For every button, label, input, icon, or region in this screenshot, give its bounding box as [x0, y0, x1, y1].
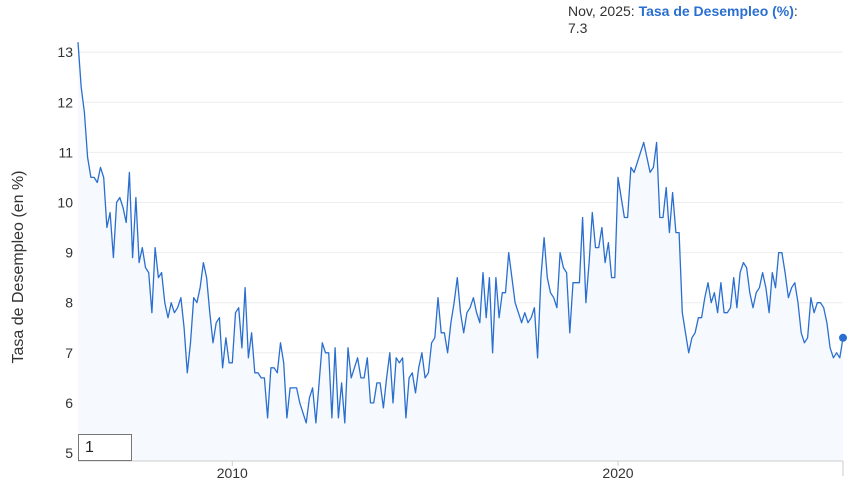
y-tick-label: 8: [65, 295, 73, 311]
series-area: [78, 42, 843, 461]
zoom-input[interactable]: 1: [78, 434, 132, 461]
x-tick-marks: [231, 461, 619, 466]
y-tick-label: 9: [65, 245, 73, 261]
y-tick-label: 12: [57, 94, 73, 110]
y-tick-label: 13: [57, 44, 73, 60]
tooltip-colon: :: [630, 3, 635, 19]
series-line[interactable]: [77, 42, 844, 424]
y-tick-label: 7: [65, 345, 73, 361]
tooltip-date: Nov, 2025: [568, 3, 631, 19]
x-tick-label: 2010: [217, 465, 248, 481]
y-tick-label: 5: [65, 445, 73, 461]
x-tick-label: 2020: [602, 465, 633, 481]
tooltip: Nov, 2025: Tasa de Desempleo (%): 7.3: [568, 3, 808, 37]
tooltip-value-separator: :: [793, 3, 798, 19]
tooltip-value: 7.3: [568, 20, 588, 36]
highlighted-point-marker[interactable]: [839, 333, 847, 342]
y-tick-labels: 5 6 7 8 9 10 11 12 13: [57, 44, 73, 461]
tooltip-series-name: Tasa de Desempleo (%): [638, 3, 794, 19]
y-tick-label: 10: [57, 195, 73, 211]
y-tick-label: 11: [58, 144, 73, 160]
x-tick-labels: 2010 2020: [217, 465, 634, 481]
y-axis-title: Tasa de Desempleo (en %): [10, 171, 27, 364]
y-tick-label: 6: [65, 395, 73, 411]
